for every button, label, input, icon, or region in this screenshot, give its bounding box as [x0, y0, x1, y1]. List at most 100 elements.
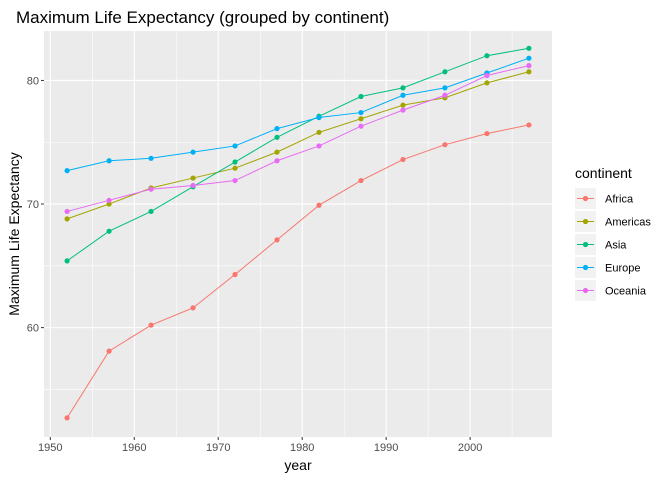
data-point-africa	[526, 122, 532, 128]
data-point-asia	[484, 53, 490, 59]
data-point-africa	[64, 415, 70, 421]
data-point-oceania	[274, 158, 280, 164]
data-point-americas	[484, 80, 490, 86]
data-point-europe	[190, 149, 196, 155]
series-africa	[64, 122, 532, 421]
data-point-europe	[106, 158, 112, 164]
data-point-africa	[358, 177, 364, 184]
data-point-africa	[190, 305, 196, 311]
data-point-europe	[442, 85, 448, 91]
data-point-oceania	[316, 143, 322, 149]
data-point-asia	[106, 228, 112, 234]
legend-item-europe: Europe	[575, 257, 640, 278]
data-point-americas	[64, 216, 70, 222]
legend-key-point	[582, 195, 589, 202]
data-point-africa	[400, 156, 406, 163]
data-point-europe	[232, 143, 238, 149]
data-point-oceania	[526, 63, 532, 69]
data-point-oceania	[64, 208, 70, 215]
legend-item-oceania: Oceania	[575, 280, 647, 301]
legend-item-americas: Americas	[575, 211, 651, 232]
legend-label: Americas	[605, 217, 651, 229]
legend-key-point	[582, 241, 589, 248]
series-line-asia	[66, 47, 529, 262]
x-tick-label: 2000	[458, 442, 482, 454]
data-point-americas	[190, 175, 196, 181]
plot-panel	[44, 31, 552, 437]
y-tick-label: 60	[27, 323, 39, 335]
data-point-asia	[400, 85, 406, 91]
data-point-oceania	[148, 186, 154, 192]
legend-key-point	[582, 218, 589, 225]
series-line-europe	[66, 57, 530, 172]
data-point-oceania	[358, 123, 364, 129]
data-point-asia	[358, 93, 364, 100]
legend-label: Asia	[605, 240, 627, 252]
x-tick-label: 1990	[374, 442, 398, 454]
data-point-oceania	[484, 72, 490, 79]
legend-items: Africa Americas Asia Europe Oceania	[575, 188, 651, 301]
y-tick-labels: 60 70 80	[27, 75, 39, 334]
legend-item-asia: Asia	[575, 234, 627, 255]
data-point-asia	[64, 258, 70, 264]
data-point-africa	[106, 348, 112, 354]
data-point-asia	[148, 208, 154, 215]
series-europe	[64, 55, 532, 174]
series-oceania	[64, 63, 532, 215]
data-point-europe	[64, 168, 70, 174]
x-tick-label: 1970	[206, 442, 230, 454]
data-point-americas	[232, 165, 238, 171]
data-point-europe	[400, 92, 406, 98]
legend: continent Africa Americas Asia Europe Oceani…	[575, 165, 651, 301]
legend-item-africa: Africa	[575, 188, 634, 209]
legend-key-point	[582, 264, 589, 271]
data-point-oceania	[232, 177, 238, 184]
legend-label: Africa	[605, 194, 634, 206]
data-point-oceania	[400, 107, 406, 113]
data-point-asia	[274, 134, 280, 140]
y-tick-label: 80	[27, 75, 39, 87]
chart-title: Maximum Life Expectancy (grouped by cont…	[16, 8, 389, 27]
x-tick-labels: 1950 1960 1970 1980 1990 2000	[38, 442, 482, 454]
data-point-africa	[232, 271, 238, 278]
series-line-oceania	[66, 65, 530, 212]
legend-key-point	[582, 287, 589, 294]
x-tick-label: 1950	[38, 442, 62, 454]
data-point-americas	[400, 102, 406, 108]
data-point-oceania	[106, 197, 112, 203]
data-point-americas	[526, 69, 532, 75]
y-axis-title: Maximum Life Expectancy	[6, 152, 22, 315]
data-point-africa	[316, 202, 322, 208]
major-gridlines	[44, 31, 552, 437]
data-point-africa	[484, 130, 490, 137]
data-point-oceania	[442, 92, 448, 98]
x-tick-label: 1980	[290, 442, 314, 454]
x-axis-title: year	[284, 457, 312, 473]
data-point-americas	[316, 129, 322, 135]
data-point-europe	[148, 155, 154, 161]
data-point-europe	[526, 55, 532, 61]
data-point-americas	[358, 116, 364, 122]
data-point-africa	[148, 322, 154, 328]
data-point-europe	[274, 126, 280, 132]
data-point-europe	[358, 109, 364, 116]
legend-title: continent	[575, 165, 632, 181]
data-point-americas	[274, 149, 280, 155]
data-point-africa	[274, 237, 280, 243]
legend-label: Oceania	[605, 286, 647, 298]
series-layer	[64, 45, 532, 421]
data-point-europe	[316, 114, 322, 121]
data-point-americas	[106, 201, 112, 207]
series-line-africa	[66, 124, 530, 419]
data-point-oceania	[190, 182, 196, 189]
legend-label: Europe	[605, 263, 640, 275]
x-tick-label: 1960	[122, 442, 146, 454]
data-point-asia	[232, 159, 238, 165]
y-tick-label: 70	[27, 199, 39, 211]
data-point-asia	[442, 69, 448, 75]
data-point-africa	[442, 142, 448, 148]
axis-ticks	[41, 79, 471, 440]
data-point-asia	[526, 45, 532, 51]
